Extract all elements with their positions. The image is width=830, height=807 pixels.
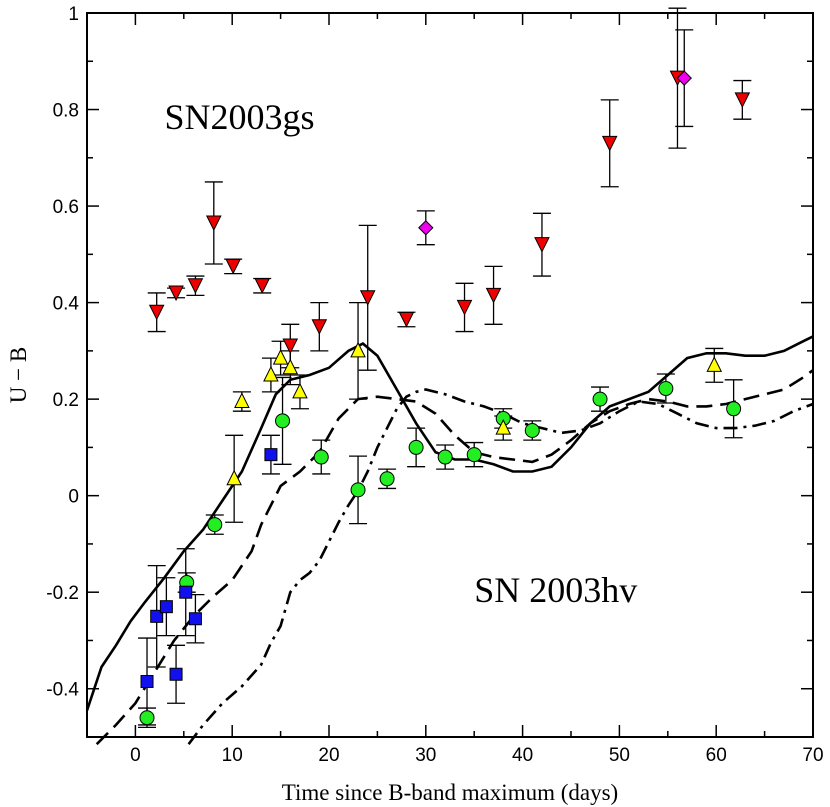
triangle-down-marker — [534, 237, 550, 253]
triangle-up-marker — [272, 348, 289, 365]
square-marker — [169, 667, 183, 681]
triangle-up-marker — [706, 356, 723, 372]
triangle-down-marker — [168, 285, 184, 302]
circle-marker — [275, 413, 291, 429]
circle-marker — [350, 482, 366, 498]
y-tick-label: -0.4 — [46, 680, 79, 701]
triangle-up-marker — [282, 358, 299, 375]
y-axis-title: U − B — [6, 347, 31, 403]
triangle-down-marker — [148, 304, 165, 321]
circle-marker — [313, 449, 329, 465]
x-tick-label: 30 — [415, 745, 436, 766]
x-tick-label: 10 — [222, 745, 243, 766]
triangle-down-marker — [187, 278, 204, 294]
circle-marker — [726, 401, 742, 417]
diamond-marker — [676, 70, 692, 86]
y-tick-label: 0.6 — [53, 197, 79, 218]
x-tick-label: 60 — [706, 745, 727, 766]
y-tick-label: 1 — [68, 4, 79, 25]
tick-labels: 0 10 20 30 40 50 60 70 -0.4 -0.2 0 0.2 0.4 0.6 0.8 1 — [46, 4, 823, 766]
circle-marker — [207, 517, 223, 533]
triangle-down-marker — [601, 135, 618, 152]
model-curves — [85, 335, 814, 746]
triangle-up-marker — [226, 469, 242, 486]
triangle-down-marker — [225, 258, 241, 275]
y-tick-label: 0.2 — [53, 390, 79, 411]
y-tick-label: 0.8 — [53, 101, 79, 122]
circle-marker — [658, 381, 674, 397]
triangle-down-marker — [359, 290, 376, 306]
triangle-down-marker — [311, 319, 328, 335]
square-marker — [150, 609, 164, 623]
annotation-sn2003gs: SN2003gs — [164, 97, 314, 137]
triangle-down-marker — [734, 92, 751, 108]
diamond-marker — [418, 220, 434, 236]
square-marker — [159, 600, 173, 614]
y-tick-label: -0.2 — [46, 583, 79, 604]
triangle-up-marker — [263, 365, 279, 382]
x-tick-label: 50 — [609, 745, 630, 766]
x-axis-title: Time since B-band maximum (days) — [282, 780, 618, 805]
triangle-up-marker — [234, 392, 250, 409]
circle-marker — [139, 710, 155, 726]
triangle-down-marker — [398, 311, 415, 328]
plot-frame — [86, 12, 814, 738]
y-tick-label: 0.4 — [53, 294, 80, 315]
x-tick-label: 0 — [130, 745, 141, 766]
model-dashdot-curve — [187, 388, 814, 745]
circle-marker — [437, 449, 453, 465]
circle-marker — [408, 439, 424, 455]
triangle-down-marker — [456, 299, 473, 316]
triangle-up-marker — [292, 382, 308, 399]
square-marker — [179, 585, 193, 599]
square-marker — [188, 612, 202, 626]
square-marker — [140, 674, 154, 688]
x-tick-label: 40 — [512, 745, 533, 766]
triangle-up-marker — [495, 418, 512, 435]
annotation-sn2003hv: SN 2003hv — [474, 570, 637, 610]
x-tick-label: 70 — [802, 745, 823, 766]
triangle-up-marker — [350, 341, 366, 358]
y-tick-label: 0 — [68, 487, 79, 508]
circle-marker — [592, 391, 608, 407]
triangle-down-marker — [254, 278, 271, 294]
x-tick-label: 20 — [318, 745, 339, 766]
data-markers — [139, 70, 751, 726]
triangle-down-marker — [282, 338, 299, 355]
model-dashed-curve — [95, 369, 814, 746]
triangle-down-marker — [205, 215, 222, 232]
model-solid-curve — [85, 335, 814, 711]
circle-marker — [524, 423, 540, 439]
square-marker — [264, 448, 278, 462]
triangle-down-marker — [485, 287, 502, 304]
circle-marker — [466, 447, 482, 463]
circle-marker — [379, 471, 395, 487]
